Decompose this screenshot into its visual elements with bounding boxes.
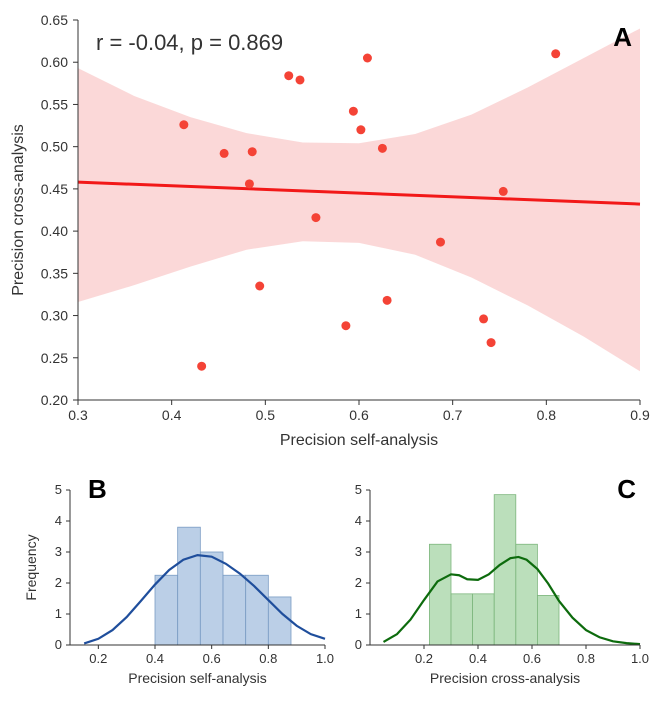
y-tick-label: 0.55 <box>41 96 68 112</box>
hist-bar <box>155 575 178 645</box>
hist-bar <box>246 575 269 645</box>
x-tick-label: 0.4 <box>146 651 164 666</box>
scatter-point <box>487 338 496 347</box>
y-tick-label: 5 <box>355 482 362 497</box>
y-tick-label: 4 <box>55 513 62 528</box>
scatter-point <box>378 144 387 153</box>
scatter-point <box>363 54 372 63</box>
hist-bar <box>451 594 473 645</box>
y-tick-label: 0.30 <box>41 308 68 324</box>
scatter-point <box>551 49 560 58</box>
scatter-point <box>341 321 350 330</box>
x-tick-label: 0.6 <box>349 407 369 423</box>
x-tick-label: 0.6 <box>523 651 541 666</box>
panel-b-xlabel: Precision self-analysis <box>128 670 267 686</box>
panel-b-letter: B <box>88 474 107 504</box>
hist-bar <box>223 575 246 645</box>
x-tick-label: 0.8 <box>537 407 557 423</box>
y-tick-label: 0.25 <box>41 350 68 366</box>
x-tick-label: 0.2 <box>89 651 107 666</box>
scatter-point <box>436 238 445 247</box>
figure-root: 0.30.40.50.60.70.80.90.200.250.300.350.4… <box>0 0 670 710</box>
scatter-point <box>179 120 188 129</box>
scatter-point <box>295 75 304 84</box>
y-tick-label: 2 <box>55 575 62 590</box>
y-tick-label: 5 <box>55 482 62 497</box>
y-tick-label: 0.50 <box>41 139 68 155</box>
x-tick-label: 1.0 <box>316 651 334 666</box>
x-tick-label: 0.5 <box>256 407 276 423</box>
y-tick-label: 0.45 <box>41 181 68 197</box>
panel-b: 0.2 0.4 0.6 0.8 1.0 0 1 2 3 4 5 Precision self-anal… <box>23 474 334 686</box>
panel-c-xlabel: Precision cross-analysis <box>430 670 580 686</box>
y-tick-label: 1 <box>55 606 62 621</box>
scatter-point <box>311 213 320 222</box>
x-tick-label: 0.7 <box>443 407 463 423</box>
panel-c: 0.2 0.4 0.6 0.8 1.0 0 1 2 3 4 5 Precision cross-ana… <box>355 474 649 686</box>
scatter-point <box>248 147 257 156</box>
scatter-point <box>479 314 488 323</box>
y-tick-label: 1 <box>355 606 362 621</box>
hist-bar <box>178 527 201 645</box>
scatter-point <box>220 149 229 158</box>
scatter-point <box>255 282 264 291</box>
x-tick-label: 0.8 <box>259 651 277 666</box>
panel-a-letter: A <box>613 22 632 52</box>
stats-text: r = -0.04, p = 0.869 <box>96 30 283 55</box>
y-tick-label: 0.40 <box>41 223 68 239</box>
x-tick-label: 0.6 <box>203 651 221 666</box>
x-tick-label: 0.4 <box>469 651 487 666</box>
y-tick-label: 3 <box>55 544 62 559</box>
hist-bar <box>537 595 559 645</box>
y-tick-label: 0.20 <box>41 392 68 408</box>
panel-a-xlabel: Precision self-analysis <box>280 432 438 449</box>
panel-c-letter: C <box>617 474 636 504</box>
x-tick-label: 1.0 <box>631 651 649 666</box>
scatter-point <box>349 107 358 116</box>
panel-a: 0.3 0.4 0.5 0.6 0.7 0.8 0.9 0.20 0.25 0.30 0.35 0.4… <box>10 12 650 449</box>
x-tick-label: 0.8 <box>577 651 595 666</box>
y-tick-label: 0 <box>55 637 62 652</box>
scatter-point <box>284 71 293 80</box>
hist-bar <box>473 594 495 645</box>
scatter-point <box>383 296 392 305</box>
scatter-point <box>197 362 206 371</box>
y-tick-label: 0.65 <box>41 12 68 28</box>
y-tick-label: 0.60 <box>41 54 68 70</box>
y-tick-label: 2 <box>355 575 362 590</box>
figure-svg: 0.30.40.50.60.70.80.90.200.250.300.350.4… <box>0 0 670 710</box>
scatter-point <box>499 187 508 196</box>
x-tick-label: 0.4 <box>162 407 182 423</box>
hist-bar <box>494 495 516 645</box>
y-tick-label: 0 <box>355 637 362 652</box>
y-tick-label: 4 <box>355 513 362 528</box>
y-tick-label: 0.35 <box>41 265 68 281</box>
panel-b-ylabel: Frequency <box>23 534 39 600</box>
scatter-point <box>356 125 365 134</box>
hist-bar <box>200 552 223 645</box>
scatter-point <box>245 179 254 188</box>
hist-bar <box>429 544 451 645</box>
y-tick-label: 3 <box>355 544 362 559</box>
panel-a-ylabel: Precision cross-analysis <box>10 124 27 296</box>
x-tick-label: 0.2 <box>415 651 433 666</box>
x-tick-label: 0.3 <box>68 407 88 423</box>
x-tick-label: 0.9 <box>630 407 650 423</box>
